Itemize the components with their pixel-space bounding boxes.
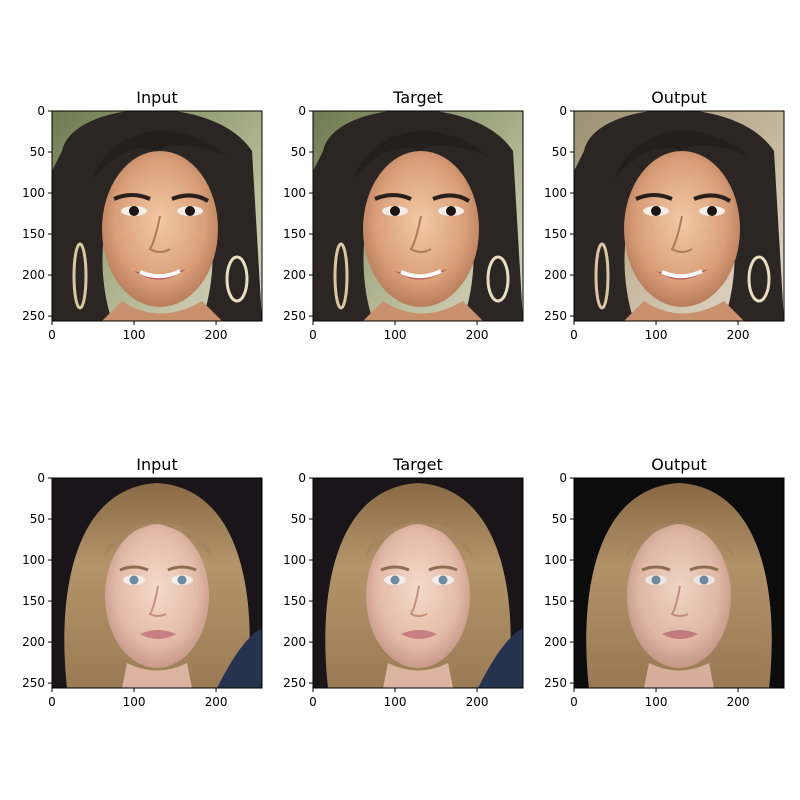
axes-frame <box>51 477 263 689</box>
face-image <box>313 111 523 321</box>
y-tick-label: 50 <box>291 145 306 159</box>
x-tick-label: 200 <box>727 328 750 342</box>
x-tick-label: 0 <box>570 695 578 709</box>
y-tick-label: 150 <box>22 594 45 608</box>
x-tick-label: 100 <box>645 695 668 709</box>
panel-r1-c3: Output 0 100 200 0 50 100 150 200 250 <box>544 88 785 342</box>
x-tick-label: 200 <box>205 328 228 342</box>
y-tick-label: 150 <box>544 594 567 608</box>
x-tick-label: 100 <box>384 695 407 709</box>
axes-frame <box>573 477 785 689</box>
y-tick-label: 200 <box>544 635 567 649</box>
x-tick-label: 200 <box>205 695 228 709</box>
panel-r2-c1: Input 0 100 200 0 50 100 150 200 250 <box>22 455 263 709</box>
y-tick-label: 250 <box>22 676 45 690</box>
y-tick-label: 50 <box>552 512 567 526</box>
y-tick-label: 0 <box>298 104 306 118</box>
x-tick-label: 200 <box>466 328 489 342</box>
y-tick-label: 200 <box>283 635 306 649</box>
panel-r2-c2: Target 0 100 200 0 50 100 150 200 250 <box>283 455 524 709</box>
y-tick-label: 0 <box>559 104 567 118</box>
x-tick-label: 200 <box>466 695 489 709</box>
x-tick-label: 100 <box>384 328 407 342</box>
y-tick-label: 100 <box>22 553 45 567</box>
y-tick-label: 200 <box>283 268 306 282</box>
panel-title: Target <box>392 88 443 107</box>
face-image <box>574 478 784 688</box>
y-tick-label: 200 <box>544 268 567 282</box>
y-tick-label: 250 <box>283 676 306 690</box>
y-tick-label: 200 <box>22 268 45 282</box>
y-tick-label: 250 <box>544 309 567 323</box>
panel-r2-c3: Output 0 100 200 0 50 100 150 200 250 <box>544 455 785 709</box>
face-image <box>313 478 523 688</box>
x-tick-label: 100 <box>123 695 146 709</box>
x-tick-label: 100 <box>645 328 668 342</box>
panel-title: Target <box>392 455 443 474</box>
x-tick-label: 0 <box>48 328 56 342</box>
y-tick-label: 150 <box>544 227 567 241</box>
y-tick-label: 100 <box>283 553 306 567</box>
y-tick-label: 250 <box>283 309 306 323</box>
y-tick-label: 200 <box>22 635 45 649</box>
y-tick-label: 250 <box>22 309 45 323</box>
y-tick-label: 0 <box>298 471 306 485</box>
panel-r1-c2: Target 0 100 200 0 50 100 150 200 250 <box>283 88 524 342</box>
panel-title: Output <box>651 455 707 474</box>
panel-title: Input <box>136 88 177 107</box>
axes-frame <box>51 110 263 322</box>
axes-frame <box>312 477 524 689</box>
y-tick-label: 50 <box>291 512 306 526</box>
panel-r1-c1: Input 0 100 200 0 50 100 150 200 250 <box>22 88 263 342</box>
y-tick-label: 100 <box>22 186 45 200</box>
panel-title: Input <box>136 455 177 474</box>
x-tick-label: 0 <box>570 328 578 342</box>
y-tick-label: 100 <box>283 186 306 200</box>
x-tick-label: 0 <box>309 328 317 342</box>
y-tick-label: 100 <box>544 553 567 567</box>
face-image <box>574 111 784 321</box>
y-tick-label: 50 <box>552 145 567 159</box>
panel-title: Output <box>651 88 707 107</box>
y-tick-label: 150 <box>283 594 306 608</box>
x-tick-label: 0 <box>309 695 317 709</box>
y-tick-label: 250 <box>544 676 567 690</box>
y-tick-label: 150 <box>283 227 306 241</box>
y-tick-label: 150 <box>22 227 45 241</box>
x-tick-label: 0 <box>48 695 56 709</box>
y-tick-label: 0 <box>559 471 567 485</box>
face-image <box>52 111 262 321</box>
y-tick-label: 50 <box>30 145 45 159</box>
y-tick-label: 100 <box>544 186 567 200</box>
y-tick-label: 0 <box>37 104 45 118</box>
y-tick-label: 0 <box>37 471 45 485</box>
axes-frame <box>312 110 524 322</box>
x-tick-label: 100 <box>123 328 146 342</box>
axes-frame <box>573 110 785 322</box>
face-image <box>52 478 262 688</box>
x-tick-label: 200 <box>727 695 750 709</box>
y-tick-label: 50 <box>30 512 45 526</box>
